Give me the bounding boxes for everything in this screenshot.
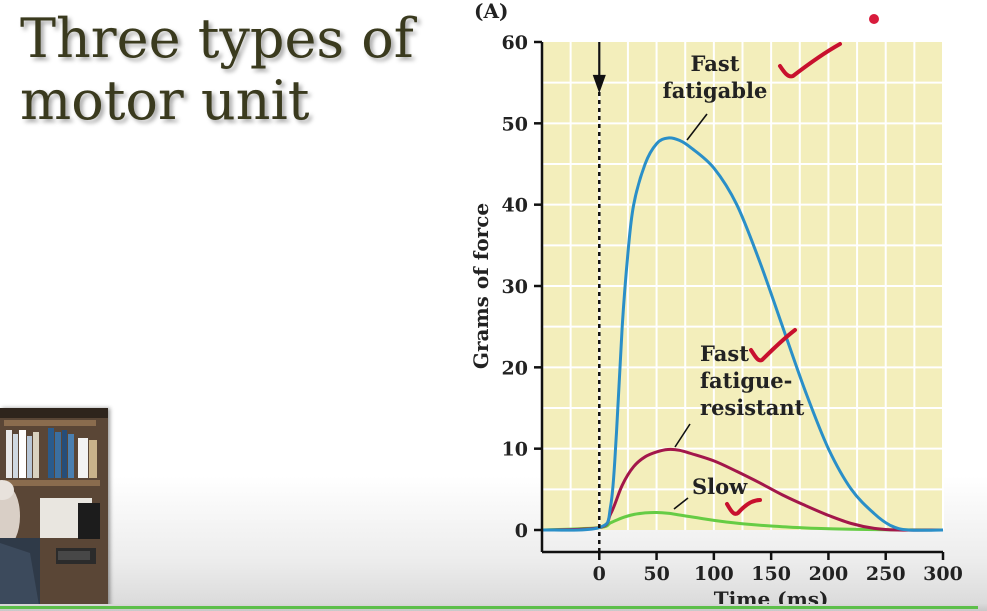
x-tick-label: 0: [593, 563, 606, 585]
x-tick-label: 300: [923, 563, 963, 585]
y-tick-label: 0: [515, 520, 528, 542]
grid-lines: [542, 42, 944, 530]
panel-label: (A): [474, 0, 508, 23]
leader-line-slow: [673, 497, 689, 510]
video-progress-bar[interactable]: [0, 604, 987, 611]
presenter-webcam: [0, 408, 108, 611]
x-tick-label: 100: [694, 563, 734, 585]
y-tick-label: 20: [502, 357, 528, 379]
series-label-fast-fatigue-resistant: fatigue-: [700, 368, 792, 393]
x-tick-label: 200: [809, 563, 849, 585]
x-tick-label: 50: [643, 563, 669, 585]
x-tick-label: 250: [866, 563, 906, 585]
series-line-fast-fatigue-resistant: [541, 447, 944, 532]
series-label-fast-fatigue-resistant: resistant: [700, 395, 805, 420]
check-mark-icon: [725, 498, 762, 516]
slide-title-line1: Three types of: [20, 7, 414, 70]
webcam-scene-image: [0, 408, 108, 611]
handwritten-annotations: [725, 42, 842, 516]
y-tick-label: 40: [502, 195, 528, 217]
video-progress-fill: [0, 606, 978, 609]
y-axis-title: Grams of force: [469, 203, 493, 369]
series-label-fast-fatigable: Fast: [691, 51, 740, 76]
check-mark-icon: [749, 328, 797, 363]
laser-pointer-dot: [869, 14, 879, 24]
y-tick-label: 30: [502, 276, 528, 298]
y-tick-label: 50: [502, 113, 528, 135]
x-tick-label: 150: [751, 563, 791, 585]
series-line-fast-fatigable: [541, 136, 944, 532]
leader-line-fast-fatigable: [686, 113, 708, 141]
y-tick-label: 60: [502, 32, 528, 54]
axes: [534, 40, 945, 560]
curves: [541, 136, 944, 532]
tick-labels: 0 10 20 30 40 50 60 0 50 100 150 200 250 300: [502, 32, 963, 585]
slide-title: Three types of motor unit: [20, 8, 414, 132]
slide-title-line2: motor unit: [20, 69, 310, 132]
series-label-slow: Slow: [692, 474, 748, 499]
series-line-slow: [541, 510, 944, 532]
check-mark-icon: [778, 42, 842, 79]
stimulus-arrow-icon: [592, 42, 606, 94]
series-label-fast-fatigue-resistant: Fast: [700, 341, 749, 366]
series-label-fast-fatigable: fatigable: [663, 78, 768, 103]
leader-line-fast-fatigue-resistant: [674, 423, 691, 448]
y-tick-label: 10: [502, 439, 528, 461]
